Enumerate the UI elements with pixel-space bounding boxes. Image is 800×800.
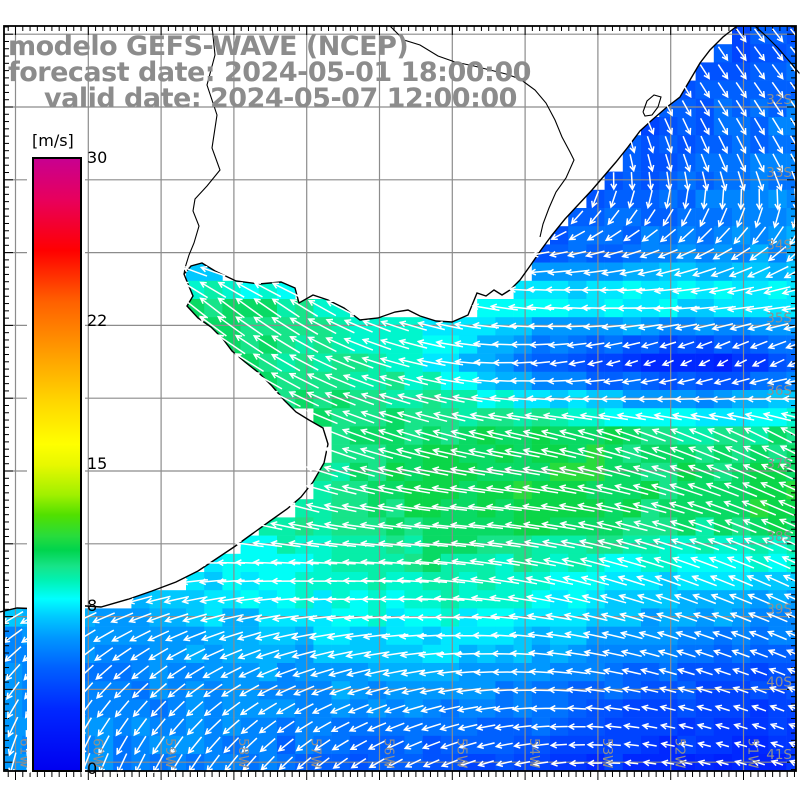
map-frame bbox=[3, 25, 797, 772]
lat-label: 36S bbox=[766, 383, 792, 399]
lon-label: 53W bbox=[599, 738, 615, 769]
lon-label: 60W bbox=[89, 738, 105, 769]
wind-arrows-layer bbox=[1, 28, 800, 776]
forecast-date-label: forecast date: 2024-05-01 18:00:00 bbox=[8, 57, 531, 88]
coastal-lagoon-path bbox=[642, 94, 662, 117]
uruguay-river-path bbox=[183, 25, 221, 275]
lon-label: 52W bbox=[672, 738, 688, 769]
negro-river-path bbox=[389, 25, 575, 238]
lat-label: 41S bbox=[766, 747, 792, 763]
lon-label: 59W bbox=[162, 738, 178, 769]
lon-label: 56W bbox=[381, 738, 397, 769]
lon-label: 55W bbox=[453, 738, 469, 769]
colorbar-units-label: [m/s] bbox=[32, 131, 74, 150]
lon-label: 57W bbox=[308, 738, 324, 769]
colorbar-scale bbox=[32, 157, 82, 772]
model-title: modelo GEFS-WAVE (NCEP) bbox=[8, 31, 409, 62]
colorbar-tick-label: 0 bbox=[87, 759, 98, 778]
lon-label: 58W bbox=[235, 738, 251, 769]
lat-label: 33S bbox=[766, 165, 792, 181]
colorbar-tick-label: 8 bbox=[87, 596, 98, 616]
lat-label: 38S bbox=[766, 529, 792, 545]
coast-spit-path bbox=[754, 25, 800, 75]
coastline-path bbox=[0, 25, 738, 613]
lat-label: 35S bbox=[766, 310, 792, 326]
lat-label: 32S bbox=[766, 92, 792, 108]
lat-label: 37S bbox=[766, 456, 792, 472]
lat-label: 34S bbox=[766, 238, 792, 254]
lat-label: 40S bbox=[766, 674, 792, 690]
colorbar-tick-label: 15 bbox=[87, 453, 108, 473]
lat-label: 39S bbox=[766, 602, 792, 618]
lon-label: 54W bbox=[526, 738, 542, 769]
colorbar-tick-label: 30 bbox=[87, 148, 108, 167]
lon-label: 51W bbox=[745, 738, 761, 769]
colorbar-tick-label: 22 bbox=[87, 310, 108, 330]
valid-date-label: valid date: 2024-05-07 12:00:00 bbox=[44, 83, 517, 114]
